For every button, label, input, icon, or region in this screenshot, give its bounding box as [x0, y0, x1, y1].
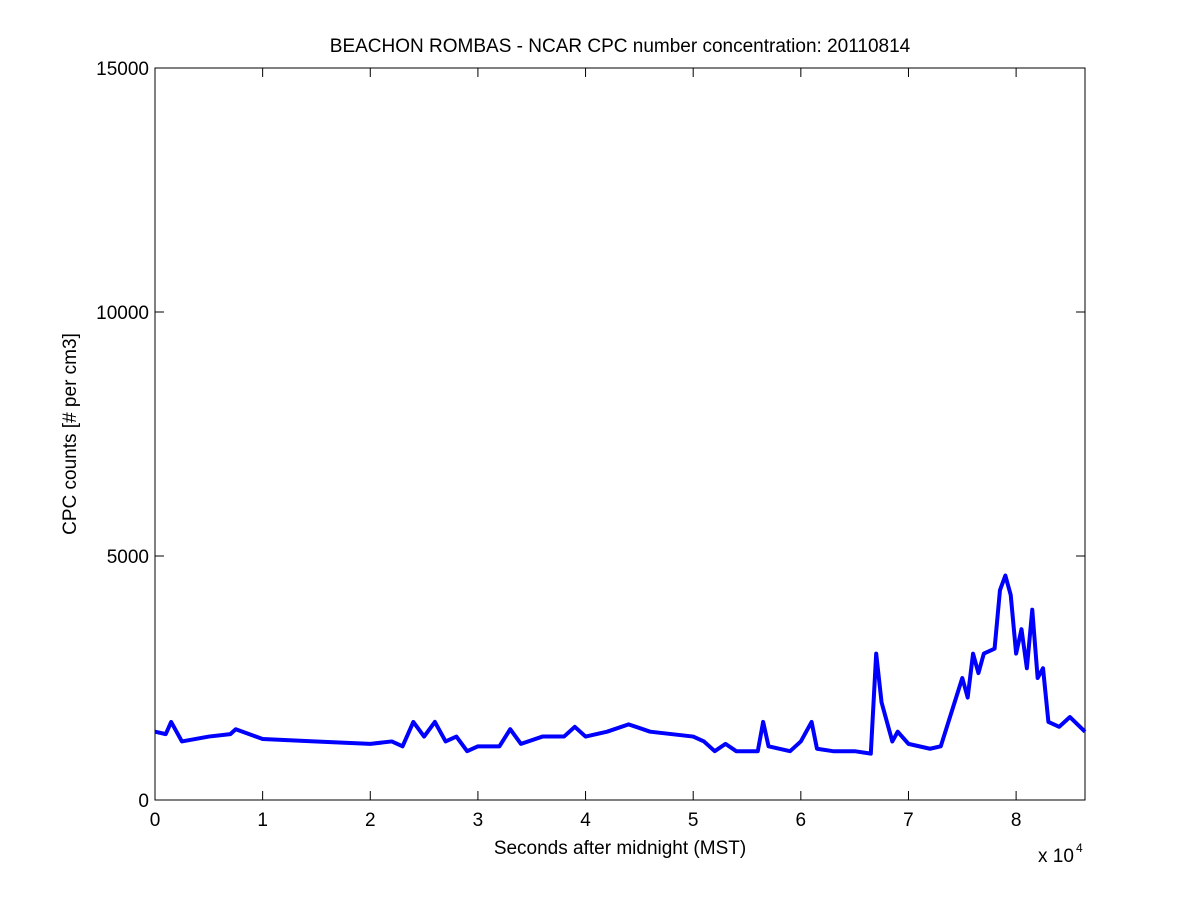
- x-tick-label: 2: [365, 810, 376, 831]
- x-multiplier-exponent: 4: [1076, 841, 1083, 855]
- y-tick-label: 5000: [107, 547, 149, 568]
- data-line: [154, 573, 1087, 756]
- x-tick-label: 4: [580, 810, 591, 831]
- x-axis-label: Seconds after midnight (MST): [494, 838, 746, 859]
- x-tick-label: 3: [473, 810, 484, 831]
- y-tick-label: 10000: [96, 303, 149, 324]
- x-tick-label: 5: [688, 810, 699, 831]
- x-tick-label: 0: [150, 810, 161, 831]
- x-tick-label: 7: [903, 810, 914, 831]
- chart-title: BEACHON ROMBAS - NCAR CPC number concent…: [330, 36, 911, 57]
- y-tick-label: 0: [138, 791, 149, 812]
- y-axis-label: CPC counts [# per cm3]: [60, 333, 81, 535]
- x-tick-label: 6: [796, 810, 807, 831]
- x-tick-label: 8: [1011, 810, 1022, 831]
- x-multiplier: x 10: [1038, 846, 1074, 867]
- x-tick-label: 1: [257, 810, 268, 831]
- plot-frame: [154, 67, 1086, 801]
- y-tick-label: 15000: [96, 59, 149, 80]
